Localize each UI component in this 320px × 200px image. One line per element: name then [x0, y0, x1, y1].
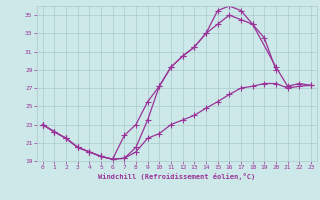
X-axis label: Windchill (Refroidissement éolien,°C): Windchill (Refroidissement éolien,°C) — [98, 173, 255, 180]
